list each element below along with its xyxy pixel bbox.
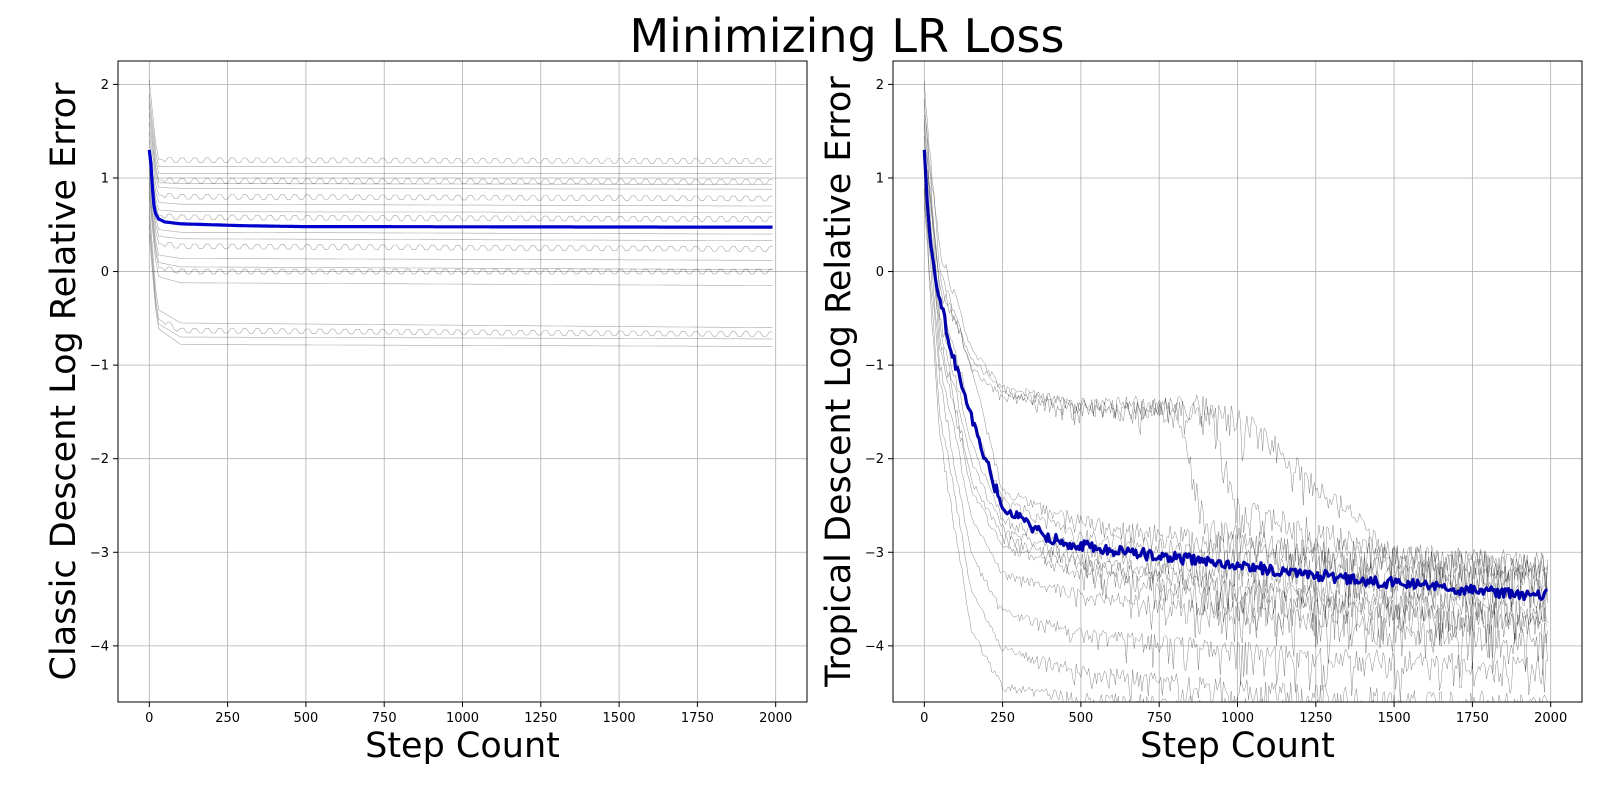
y-axis-label: Classic Descent Log Relative Error bbox=[44, 82, 84, 681]
y-tick-label: −3 bbox=[865, 546, 884, 561]
x-tick-label: 500 bbox=[1068, 711, 1093, 726]
mean-series-line bbox=[147, 149, 773, 229]
run-series-line bbox=[149, 159, 773, 222]
x-tick-label: 750 bbox=[1147, 711, 1172, 726]
x-axis-label: Step Count bbox=[1140, 726, 1335, 766]
run-series-line bbox=[924, 202, 1438, 702]
run-series-line bbox=[149, 103, 773, 174]
x-tick-label: 0 bbox=[920, 711, 928, 726]
x-tick-label: 1250 bbox=[1299, 711, 1332, 726]
x-tick-label: 2000 bbox=[1534, 711, 1567, 726]
run-series-line bbox=[149, 187, 773, 271]
x-tick-label: 1000 bbox=[1221, 711, 1254, 726]
run-series-line bbox=[149, 177, 773, 252]
y-tick-label: −4 bbox=[90, 639, 109, 654]
y-tick-label: 2 bbox=[876, 78, 884, 93]
x-axis-label: Step Count bbox=[365, 726, 560, 766]
run-series-line bbox=[149, 112, 773, 185]
y-tick-label: 0 bbox=[101, 265, 109, 280]
run-series-line bbox=[149, 149, 773, 207]
x-tick-label: 500 bbox=[293, 711, 318, 726]
run-series-line bbox=[924, 168, 1548, 644]
run-series-line bbox=[149, 140, 773, 202]
run-series-line bbox=[924, 190, 1548, 702]
run-series-line bbox=[149, 79, 773, 164]
y-tick-label: −1 bbox=[90, 359, 109, 374]
y-tick-label: 1 bbox=[101, 171, 109, 186]
x-tick-label: 0 bbox=[145, 711, 153, 726]
x-tick-label: 1500 bbox=[603, 711, 636, 726]
run-series-line bbox=[924, 80, 1548, 595]
run-series-line bbox=[149, 205, 773, 329]
run-series-line bbox=[924, 165, 1548, 659]
run-series-line bbox=[149, 168, 773, 235]
y-tick-label: −3 bbox=[90, 546, 109, 561]
run-series-line bbox=[149, 215, 773, 337]
x-tick-label: 1000 bbox=[446, 711, 479, 726]
run-series-line bbox=[149, 224, 773, 340]
y-tick-label: −2 bbox=[865, 452, 884, 467]
x-tick-label: 750 bbox=[372, 711, 397, 726]
run-series-line bbox=[149, 154, 773, 213]
y-tick-label: 1 bbox=[876, 171, 884, 186]
x-tick-label: 1500 bbox=[1378, 711, 1411, 726]
run-series-line bbox=[149, 173, 773, 241]
plot-area bbox=[147, 79, 773, 347]
run-series-line bbox=[149, 131, 773, 190]
run-series-line bbox=[924, 114, 1548, 604]
mean-series-line bbox=[922, 149, 1549, 602]
run-series-line bbox=[149, 121, 773, 185]
y-tick-label: 2 bbox=[101, 78, 109, 93]
y-tick-label: −1 bbox=[865, 359, 884, 374]
run-series-line bbox=[149, 182, 773, 261]
x-tick-label: 2000 bbox=[759, 711, 792, 726]
run-series-line bbox=[924, 124, 1548, 608]
y-tick-label: 0 bbox=[876, 265, 884, 280]
run-series-line bbox=[924, 119, 1548, 632]
run-series-line bbox=[149, 196, 773, 286]
plot-area bbox=[922, 80, 1549, 702]
y-axis-label: Tropical Descent Log Relative Error bbox=[819, 76, 859, 688]
x-tick-label: 1750 bbox=[1456, 711, 1489, 726]
figure-title: Minimizing LR Loss bbox=[629, 9, 1064, 63]
x-tick-label: 250 bbox=[990, 711, 1015, 726]
run-series-line bbox=[149, 191, 773, 275]
run-series-line bbox=[149, 234, 773, 347]
run-series-line bbox=[924, 183, 1548, 678]
y-tick-label: −4 bbox=[865, 639, 884, 654]
x-tick-label: 250 bbox=[215, 711, 240, 726]
run-series-line bbox=[924, 188, 1548, 702]
tropical-descent-chart: 0 250 500 750 1000 1250 1500 1750 2000 2 1 0 −1 −2 −3 −… bbox=[819, 60, 1583, 766]
run-series-line bbox=[924, 98, 1548, 610]
classic-descent-chart: 0 250 500 750 1000 1250 1500 1750 2000 2 1 0 −1 −2 −3 −… bbox=[44, 60, 808, 766]
run-series-line bbox=[149, 93, 773, 167]
run-series-line bbox=[924, 136, 1548, 646]
x-tick-label: 1250 bbox=[524, 711, 557, 726]
x-tick-label: 1750 bbox=[681, 711, 714, 726]
run-series-line bbox=[924, 149, 1548, 615]
y-tick-label: −2 bbox=[90, 452, 109, 467]
